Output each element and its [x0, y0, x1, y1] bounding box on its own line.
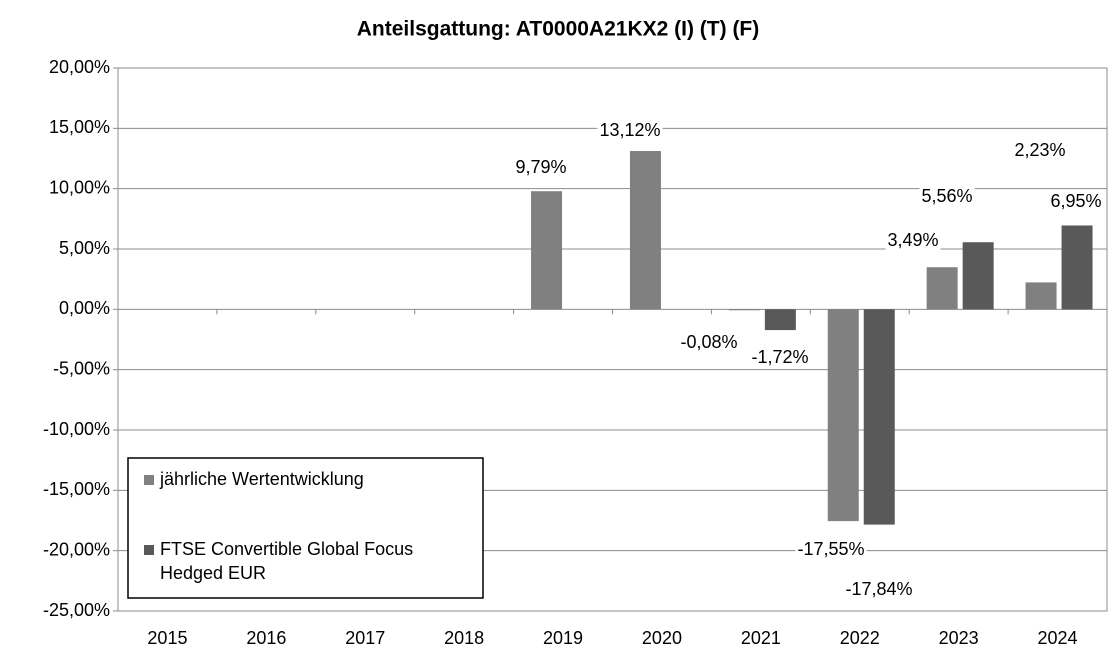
x-tick-label: 2017 [345, 628, 385, 648]
legend-swatch [144, 475, 154, 485]
data-label-bg [1012, 139, 1068, 160]
data-label: 3,49% [887, 230, 938, 250]
data-label: -17,55% [797, 539, 864, 559]
bar [1025, 282, 1057, 310]
data-label-bg [749, 346, 811, 367]
x-tick-label: 2020 [642, 628, 682, 648]
data-label: -1,72% [751, 347, 808, 367]
y-tick-label: 0,00% [59, 298, 110, 318]
x-tick-label: 2016 [246, 628, 286, 648]
x-tick-label: 2021 [741, 628, 781, 648]
y-tick-label: -25,00% [43, 600, 110, 620]
data-label-bg [513, 156, 569, 177]
legend-label: jährliche Wertentwicklung [159, 469, 364, 489]
bar [827, 309, 859, 522]
bar [764, 309, 796, 331]
legend-box [127, 457, 484, 599]
bar [728, 309, 760, 311]
legend: jährliche Wertentwicklung FTSE Convertibl… [127, 457, 484, 599]
bar [962, 242, 994, 310]
chart-title: Anteilsgattung: AT0000A21KX2 (I) (T) (F) [357, 18, 760, 41]
data-label: 6,95% [1050, 191, 1101, 211]
plot-border [117, 67, 1108, 612]
y-tick-label: 10,00% [49, 177, 110, 197]
data-label: 9,79% [515, 157, 566, 177]
data-label: -0,08% [680, 332, 737, 352]
data-label: -17,84% [845, 579, 912, 599]
x-tick-label: 2024 [1038, 628, 1078, 648]
bar [629, 151, 661, 310]
data-label-bg [678, 331, 740, 352]
data-label-bg [795, 538, 867, 559]
data-label: 13,12% [599, 120, 660, 140]
data-label-bg [919, 185, 975, 206]
data-label-bg [1048, 190, 1104, 211]
data-label: 5,56% [921, 186, 972, 206]
x-tick-label: 2018 [444, 628, 484, 648]
x-tick-label: 2019 [543, 628, 583, 648]
data-label-bg [843, 578, 915, 599]
y-tick-label: -20,00% [43, 539, 110, 559]
y-tick-label: -5,00% [53, 358, 110, 378]
y-tick-label: -15,00% [43, 479, 110, 499]
legend-swatch [144, 545, 154, 555]
bar [531, 191, 563, 310]
data-label-bg [597, 119, 663, 140]
y-tick-label: -10,00% [43, 419, 110, 439]
bar [1061, 225, 1093, 310]
bar [926, 267, 958, 310]
data-label: 2,23% [1014, 140, 1065, 160]
bar [863, 309, 895, 525]
y-tick-label: 5,00% [59, 238, 110, 258]
y-tick-label: 20,00% [49, 57, 110, 77]
legend-label: FTSE Convertible Global Focus Hedged EUR [160, 539, 413, 583]
data-label-bg [885, 229, 941, 250]
x-tick-label: 2022 [840, 628, 880, 648]
x-tick-label: 2015 [147, 628, 187, 648]
x-tick-label: 2023 [939, 628, 979, 648]
y-tick-label: 15,00% [49, 117, 110, 137]
